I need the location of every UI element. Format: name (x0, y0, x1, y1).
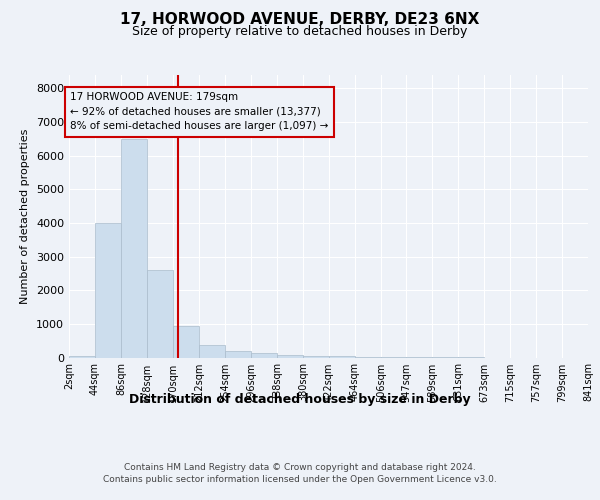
Bar (251, 354, 277, 358)
Y-axis label: Number of detached properties: Number of detached properties (20, 128, 31, 304)
Bar (225, 351, 251, 358)
Bar (69, 356, 95, 358)
Bar (147, 270, 173, 358)
Text: Distribution of detached houses by size in Derby: Distribution of detached houses by size … (129, 392, 471, 406)
Bar (95, 223, 121, 358)
Bar (329, 356, 355, 358)
Bar (173, 326, 199, 358)
Text: Contains HM Land Registry data © Crown copyright and database right 2024.: Contains HM Land Registry data © Crown c… (124, 462, 476, 471)
Text: 17 HORWOOD AVENUE: 179sqm
← 92% of detached houses are smaller (13,377)
8% of se: 17 HORWOOD AVENUE: 179sqm ← 92% of detac… (70, 92, 329, 132)
Text: Size of property relative to detached houses in Derby: Size of property relative to detached ho… (133, 25, 467, 38)
Bar (277, 356, 303, 358)
Bar (303, 356, 329, 358)
Bar (121, 139, 147, 358)
Text: Contains public sector information licensed under the Open Government Licence v3: Contains public sector information licen… (103, 475, 497, 484)
Text: 17, HORWOOD AVENUE, DERBY, DE23 6NX: 17, HORWOOD AVENUE, DERBY, DE23 6NX (121, 12, 479, 28)
Bar (199, 344, 225, 358)
